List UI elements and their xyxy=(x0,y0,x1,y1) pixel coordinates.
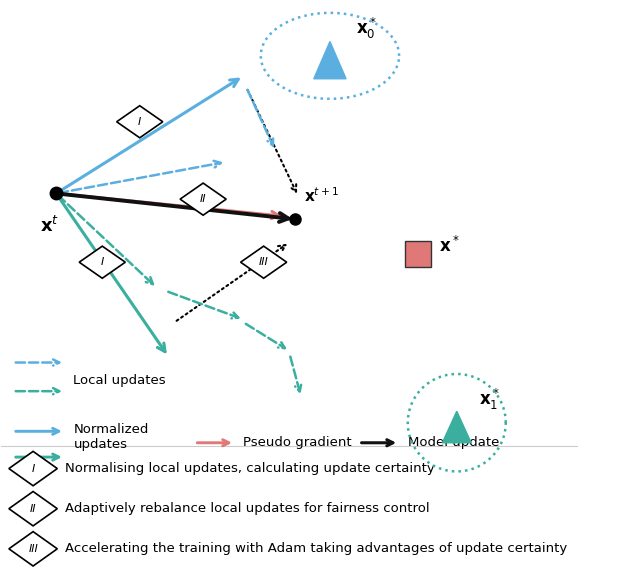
Text: I: I xyxy=(100,257,104,267)
Text: Accelerating the training with Adam taking advantages of update certainty: Accelerating the training with Adam taki… xyxy=(65,543,567,555)
FancyArrowPatch shape xyxy=(16,388,60,394)
Text: $\mathbf{x}^*$: $\mathbf{x}^*$ xyxy=(440,236,460,256)
Text: $\mathbf{x}_1^*$: $\mathbf{x}_1^*$ xyxy=(479,387,499,412)
Text: $\mathbf{x}_0^*$: $\mathbf{x}_0^*$ xyxy=(356,16,376,41)
Polygon shape xyxy=(241,246,287,278)
FancyArrowPatch shape xyxy=(246,324,285,348)
Text: II: II xyxy=(30,503,36,514)
Text: Adaptively rebalance local updates for fairness control: Adaptively rebalance local updates for f… xyxy=(65,502,429,515)
FancyArrowPatch shape xyxy=(248,90,273,145)
FancyArrowPatch shape xyxy=(16,428,59,434)
Polygon shape xyxy=(314,41,346,79)
Polygon shape xyxy=(9,452,58,486)
FancyArrowPatch shape xyxy=(59,194,279,219)
Polygon shape xyxy=(9,532,58,566)
Polygon shape xyxy=(79,246,125,278)
FancyArrowPatch shape xyxy=(58,196,165,352)
FancyArrowPatch shape xyxy=(59,194,288,222)
Polygon shape xyxy=(180,183,226,215)
Text: Model update: Model update xyxy=(408,436,499,449)
Polygon shape xyxy=(442,411,471,443)
Text: $\mathbf{x}^t$: $\mathbf{x}^t$ xyxy=(40,217,59,236)
FancyArrowPatch shape xyxy=(197,439,228,446)
Text: III: III xyxy=(28,544,38,554)
FancyArrowPatch shape xyxy=(362,439,393,446)
FancyArrowPatch shape xyxy=(59,161,221,193)
FancyArrowPatch shape xyxy=(58,79,238,192)
Polygon shape xyxy=(9,491,58,526)
Text: $\mathbf{x}^{t+1}$: $\mathbf{x}^{t+1}$ xyxy=(304,186,339,205)
Text: III: III xyxy=(259,257,269,267)
Text: Normalising local updates, calculating update certainty: Normalising local updates, calculating u… xyxy=(65,462,435,475)
Text: I: I xyxy=(138,117,141,127)
Text: Pseudo gradient: Pseudo gradient xyxy=(243,436,352,449)
FancyArrowPatch shape xyxy=(291,357,301,392)
Polygon shape xyxy=(116,106,163,138)
FancyArrowPatch shape xyxy=(168,292,238,319)
FancyArrowPatch shape xyxy=(16,359,60,366)
Text: Normalized
updates: Normalized updates xyxy=(74,423,149,450)
Text: II: II xyxy=(200,194,206,204)
FancyArrowPatch shape xyxy=(16,454,59,460)
Text: Local updates: Local updates xyxy=(74,374,166,387)
Bar xyxy=(405,241,431,267)
Text: I: I xyxy=(31,464,35,473)
FancyArrowPatch shape xyxy=(58,195,153,284)
